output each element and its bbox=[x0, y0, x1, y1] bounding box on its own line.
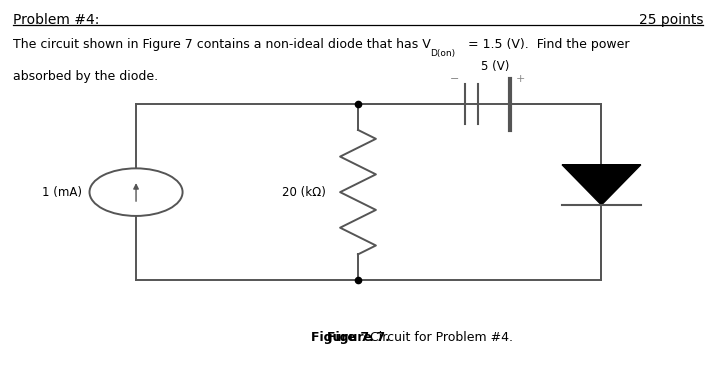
Text: absorbed by the diode.: absorbed by the diode. bbox=[13, 70, 158, 83]
Text: Figure 7.  Circuit for Problem #4.: Figure 7. Circuit for Problem #4. bbox=[256, 331, 460, 344]
Text: = 1.5 (V).  Find the power: = 1.5 (V). Find the power bbox=[464, 38, 629, 52]
Text: Figure 7.: Figure 7. bbox=[326, 331, 390, 344]
Text: The circuit shown in Figure 7 contains a non-ideal diode that has V: The circuit shown in Figure 7 contains a… bbox=[13, 38, 430, 52]
Text: 5 (V): 5 (V) bbox=[480, 60, 509, 73]
Text: Figure 7.: Figure 7. bbox=[311, 331, 374, 344]
Polygon shape bbox=[562, 165, 641, 205]
Text: 25 points: 25 points bbox=[639, 13, 703, 27]
Text: −: − bbox=[450, 74, 460, 84]
Text: D(on): D(on) bbox=[430, 49, 455, 58]
Text: 1 (mA): 1 (mA) bbox=[42, 186, 82, 199]
Text: Circuit for Problem #4.: Circuit for Problem #4. bbox=[362, 331, 513, 344]
Ellipse shape bbox=[90, 168, 183, 216]
FancyArrowPatch shape bbox=[134, 184, 138, 201]
Text: +: + bbox=[516, 74, 526, 84]
Text: 20 (kΩ): 20 (kΩ) bbox=[282, 186, 326, 199]
Text: Problem #4:: Problem #4: bbox=[13, 13, 100, 27]
